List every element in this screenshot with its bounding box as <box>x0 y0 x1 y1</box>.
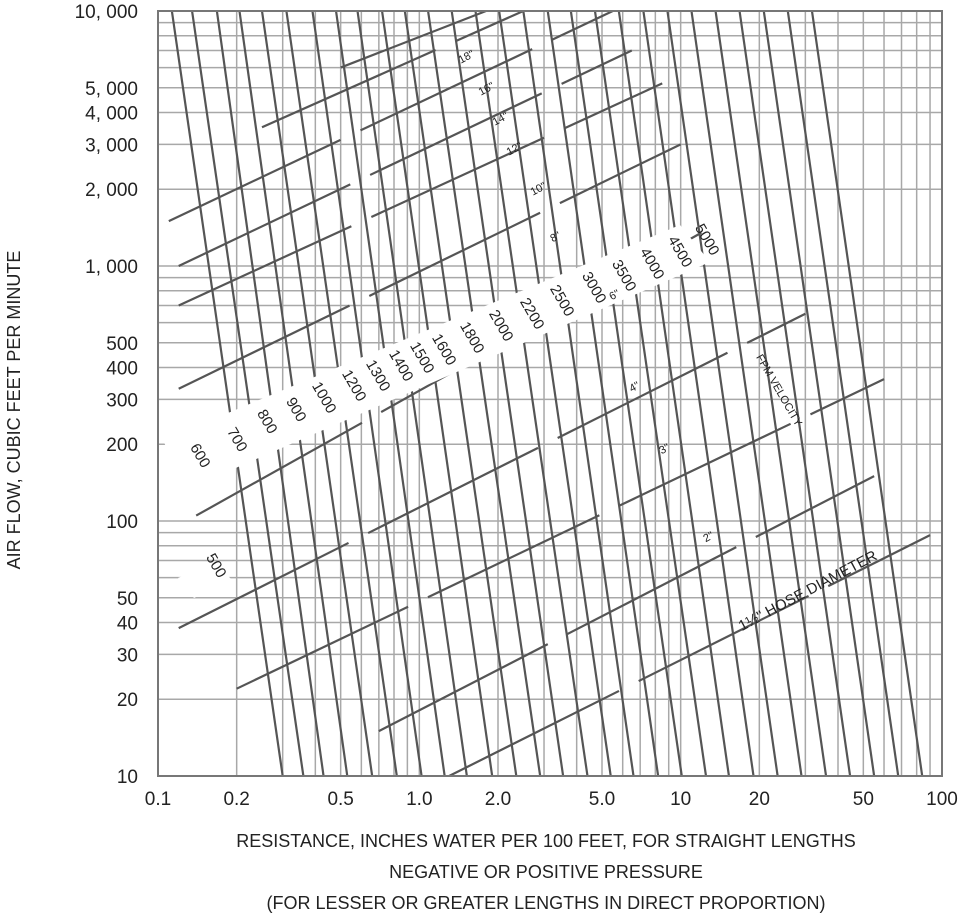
velocity-annotation: FPM VELOCITY <box>753 353 804 429</box>
velocity-line <box>738 10 852 777</box>
x-tick-label: 20 <box>749 789 770 810</box>
x-tick-label: 50 <box>853 789 874 810</box>
velocity-line <box>762 10 876 777</box>
hose-line-12 <box>178 49 633 267</box>
velocity-line <box>810 10 924 777</box>
velocity-line-2000 <box>450 10 565 777</box>
velocity-label-band <box>163 225 710 598</box>
hose-diameter-lines <box>168 9 931 777</box>
hose-label: 10" <box>529 180 549 198</box>
hose-line-14 <box>168 10 614 223</box>
y-tick-label: 400 <box>106 358 138 379</box>
y-axis-title: AIR FLOW, CUBIC FEET PER MINUTE <box>4 251 24 570</box>
tick-labels: 0.1 0.2 0.5 1.0 2.0 5.0 10 20 50 100 10 20 30 40 50 100… <box>75 2 958 810</box>
x-tick-label: 10 <box>670 789 691 810</box>
velocity-line-3000 <box>522 10 635 777</box>
y-tick-label: 500 <box>106 334 138 355</box>
x-tick-label: 0.1 <box>145 789 171 810</box>
hose-line-2 <box>378 475 875 733</box>
y-tick-label: 1, 000 <box>85 257 138 278</box>
y-tick-label: 50 <box>117 589 138 610</box>
velocity-line <box>666 10 779 777</box>
hose-line-16 <box>261 9 524 129</box>
x-tick-label: 100 <box>926 789 958 810</box>
x-tick-label: 0.5 <box>327 789 353 810</box>
hose-line-4 <box>178 312 806 630</box>
velocity-line-2200 <box>474 10 589 777</box>
x-axis-title-line-2: NEGATIVE OR POSITIVE PRESSURE <box>389 862 703 882</box>
y-tick-label: 300 <box>106 390 138 411</box>
x-tick-label: 1.0 <box>406 789 432 810</box>
hose-label: 16" <box>477 80 497 98</box>
velocity-band <box>163 225 710 490</box>
hose-label: 12" <box>505 140 525 158</box>
y-tick-label: 3, 000 <box>85 135 138 156</box>
y-tick-label: 100 <box>106 512 138 533</box>
velocity-line <box>786 10 900 777</box>
x-tick-label: 2.0 <box>485 789 511 810</box>
velocity-band-500 <box>178 562 232 598</box>
velocity-line-1800 <box>426 10 542 777</box>
y-tick-label: 4, 000 <box>85 103 138 124</box>
x-axis-title-line-1: RESISTANCE, INCHES WATER PER 100 FEET, F… <box>236 831 855 851</box>
velocity-lines <box>170 10 924 777</box>
plot-frame <box>157 10 943 777</box>
x-tick-label: 0.2 <box>223 789 249 810</box>
velocity-line-5000 <box>617 10 731 777</box>
velocity-line-2500 <box>498 10 612 777</box>
velocity-line-600 <box>190 10 305 777</box>
hose-line-10 <box>178 82 663 307</box>
hose-label: 8" <box>548 230 563 245</box>
velocity-line-4000 <box>569 10 683 777</box>
velocity-line <box>714 10 828 777</box>
y-tick-label: 10, 000 <box>75 2 138 23</box>
y-tick-label: 5, 000 <box>85 79 138 100</box>
velocity-line-700 <box>215 10 325 777</box>
hose-line-1½HOSEDIAMETER <box>448 534 931 777</box>
y-tick-label: 20 <box>117 690 138 711</box>
velocity-line-500 <box>170 10 284 777</box>
velocity-line-4500 <box>593 10 708 777</box>
velocity-line-3500 <box>546 10 660 777</box>
y-tick-label: 30 <box>117 645 138 666</box>
y-tick-label: 2, 000 <box>85 180 138 201</box>
hose-line-18 <box>340 9 487 69</box>
velocity-line <box>690 10 803 777</box>
x-tick-label: 5.0 <box>589 789 615 810</box>
y-tick-label: 40 <box>117 613 138 634</box>
hose-line-8 <box>178 143 682 390</box>
x-axis-title-line-3: (FOR LESSER OR GREATER LENGTHS IN DIRECT… <box>266 893 825 913</box>
hose-line-3 <box>236 378 885 690</box>
y-tick-label: 10 <box>117 767 138 788</box>
velocity-line-1600 <box>403 10 518 777</box>
velocity-line <box>642 10 755 777</box>
y-tick-label: 200 <box>106 435 138 456</box>
velocity-line-1500 <box>380 10 494 777</box>
